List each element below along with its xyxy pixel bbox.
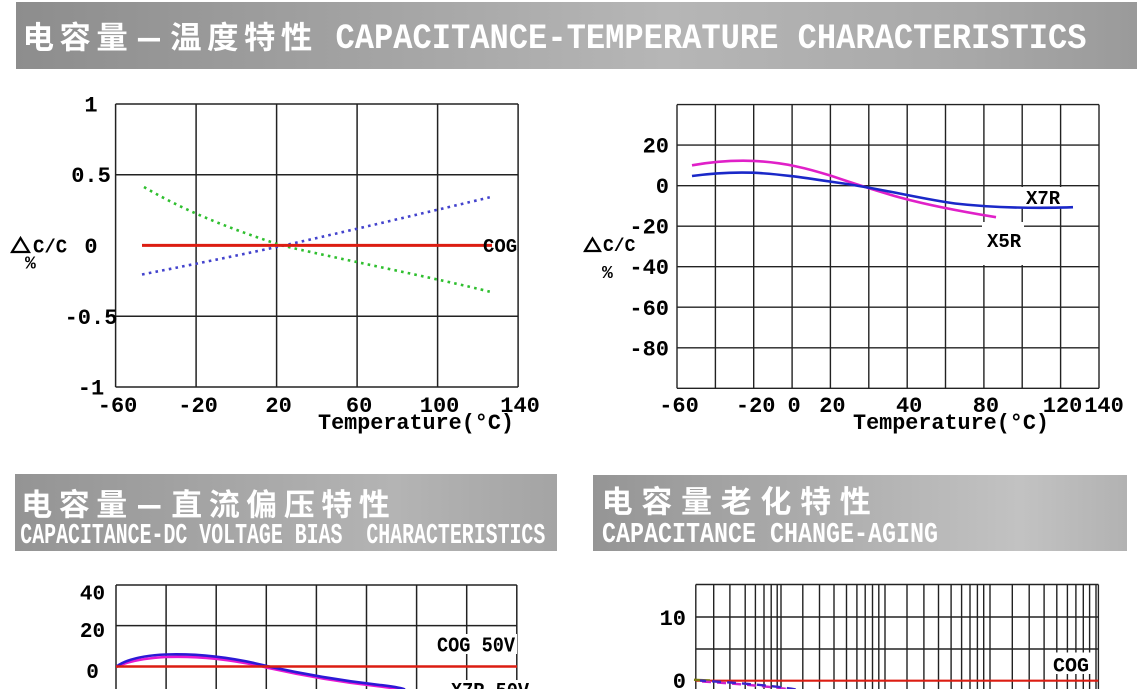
svg-text:-60: -60	[98, 394, 138, 419]
svg-text:0: 0	[787, 394, 800, 419]
svg-text:Temperature(°C): Temperature(°C)	[853, 411, 1049, 436]
svg-text:140: 140	[1084, 394, 1124, 419]
svg-text:10: 10	[660, 607, 686, 632]
svg-text:COG: COG	[1053, 656, 1089, 679]
svg-text:60: 60	[346, 394, 372, 419]
svg-text:1: 1	[84, 94, 97, 119]
svg-text:0: 0	[86, 662, 99, 685]
svg-text:20: 20	[819, 394, 845, 419]
svg-text:0: 0	[84, 235, 97, 260]
svg-text:CAPACITANCE-TEMPERATURE CHARAC: CAPACITANCE-TEMPERATURE CHARACTERISTICS	[336, 19, 1087, 59]
svg-text:80: 80	[973, 394, 999, 419]
svg-text:CAPACITANCE CHANGE-AGING: CAPACITANCE CHANGE-AGING	[602, 518, 938, 551]
svg-text:20: 20	[643, 135, 669, 160]
svg-text:-60: -60	[629, 297, 669, 322]
svg-text:140: 140	[500, 394, 540, 419]
svg-text:0: 0	[656, 175, 669, 200]
svg-text:-0.5: -0.5	[65, 306, 118, 331]
svg-text:COG: COG	[483, 236, 517, 258]
svg-text:100: 100	[420, 394, 460, 419]
svg-text:40: 40	[80, 584, 105, 607]
svg-text:-40: -40	[629, 256, 669, 281]
svg-text:C/C: C/C	[603, 237, 636, 257]
svg-text:-60: -60	[659, 394, 699, 419]
svg-text:X5R: X5R	[987, 231, 1022, 253]
svg-text:C/C: C/C	[33, 237, 67, 259]
svg-text:-20: -20	[629, 216, 669, 241]
svg-text:X7R: X7R	[1026, 188, 1061, 210]
svg-text:COG 50V: COG 50V	[437, 636, 515, 659]
svg-text:%: %	[25, 255, 36, 275]
svg-text:20: 20	[80, 621, 105, 644]
svg-text:-1: -1	[78, 377, 104, 402]
svg-text:X7R 50V: X7R 50V	[451, 681, 529, 689]
svg-text:-20: -20	[736, 394, 776, 419]
svg-text:-20: -20	[178, 394, 218, 419]
svg-text:CAPACITANCE-DC VOLTAGE BIAS C: CAPACITANCE-DC VOLTAGE BIAS CHARACTERIST…	[20, 519, 545, 552]
svg-text:120: 120	[1043, 394, 1083, 419]
svg-text:0: 0	[673, 670, 686, 689]
svg-text:0.5: 0.5	[71, 164, 111, 189]
svg-text:Temperature(°C): Temperature(°C)	[318, 411, 514, 436]
svg-text:-80: -80	[629, 337, 669, 362]
svg-text:%: %	[602, 264, 613, 284]
svg-text:40: 40	[896, 394, 922, 419]
svg-text:20: 20	[265, 394, 291, 419]
